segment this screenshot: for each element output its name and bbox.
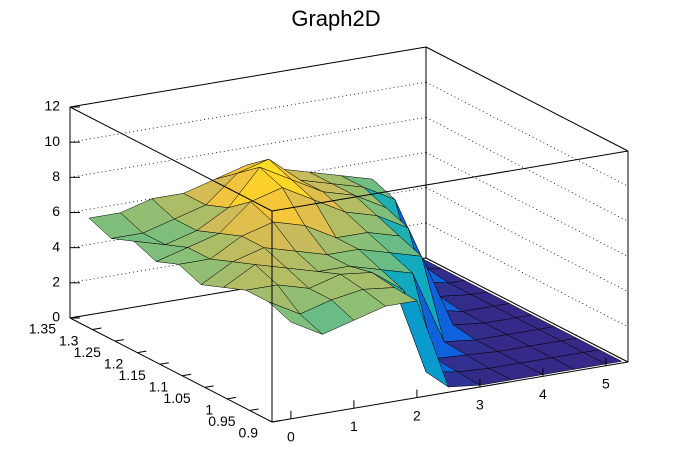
y-tick [182,373,192,377]
y-tick-label: 0.95 [208,413,235,429]
x-tick-label: 2 [413,407,421,423]
y-tick [114,339,124,342]
y-tick-label: 1.05 [163,390,190,406]
y-tick [92,327,102,331]
z-tick-label: 8 [52,168,60,184]
x-tick-label: 4 [539,386,547,402]
z-tick-label: 2 [52,274,60,290]
x-tick-label: 3 [476,397,484,413]
y-tick [227,396,237,400]
y-axis [69,317,273,423]
grid-line [69,116,427,178]
z-tick-label: 6 [52,203,60,219]
y-tick [137,350,147,354]
box-edge [69,46,427,108]
grid-line [425,81,629,187]
x-tick-label: 0 [287,429,295,445]
grid-line [425,116,629,222]
z-tick-label: 0 [52,309,60,325]
y-tick [249,408,259,411]
box-edge [425,46,629,152]
y-tick [69,316,80,319]
y-tick-label: 1.15 [119,367,146,383]
z-tick-label: 12 [44,98,60,114]
y-tick [159,362,169,365]
y-tick [204,385,214,388]
y-tick-label: 1 [205,402,213,418]
y-tick-label: 1.2 [104,355,124,371]
y-tick-label: 1.35 [29,321,56,337]
y-tick [271,420,282,423]
x-tick-label: 1 [350,418,358,434]
box-edge [425,257,629,363]
chart-title: Graph2D [291,6,380,31]
z-tick-label: 4 [52,238,60,254]
y-tick-label: 1.3 [59,332,79,348]
x-tick-label: 5 [602,375,610,391]
z-tick-label: 10 [44,133,60,149]
surface-facet [268,301,323,335]
y-tick-label: 1.25 [74,344,101,360]
grid-line [69,81,427,143]
x-axis [271,361,629,423]
box-edge [69,106,273,212]
box-edge [271,150,629,212]
y-tick-label: 1.1 [149,378,169,394]
y-tick-label: 0.9 [239,425,259,441]
